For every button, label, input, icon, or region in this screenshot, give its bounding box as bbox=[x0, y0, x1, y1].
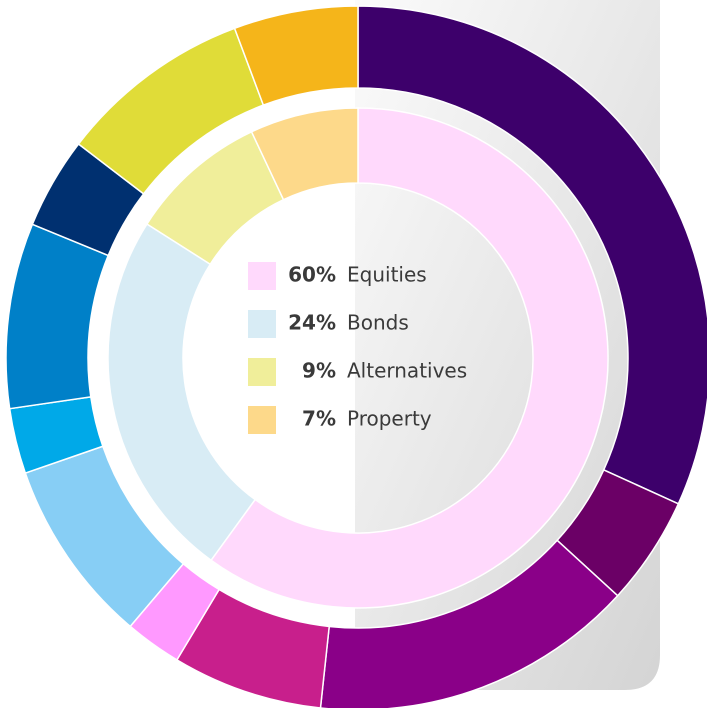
legend-value: 24% bbox=[288, 311, 336, 335]
legend-swatch bbox=[248, 358, 276, 386]
legend-value: 7% bbox=[302, 407, 336, 431]
legend-label: Equities bbox=[347, 263, 427, 287]
legend-swatch bbox=[248, 310, 276, 338]
ring-segment bbox=[5, 223, 110, 410]
legend: 60% Equities 24% Bonds 9% Alternatives 7% Prope… bbox=[248, 262, 467, 434]
ring-segment bbox=[233, 5, 359, 107]
ring-segment bbox=[250, 107, 359, 201]
legend-label: Property bbox=[347, 407, 432, 431]
legend-label: Alternatives bbox=[347, 359, 467, 383]
legend-value: 60% bbox=[288, 263, 336, 287]
legend-swatch bbox=[248, 262, 276, 290]
ring-segment bbox=[357, 5, 707, 505]
ring-segment bbox=[107, 223, 257, 562]
rings bbox=[5, 5, 707, 708]
ring-segment bbox=[210, 107, 609, 609]
ring-segment bbox=[319, 539, 619, 708]
legend-label: Bonds bbox=[347, 311, 409, 335]
legend-swatch bbox=[248, 406, 276, 434]
legend-value: 9% bbox=[302, 359, 336, 383]
